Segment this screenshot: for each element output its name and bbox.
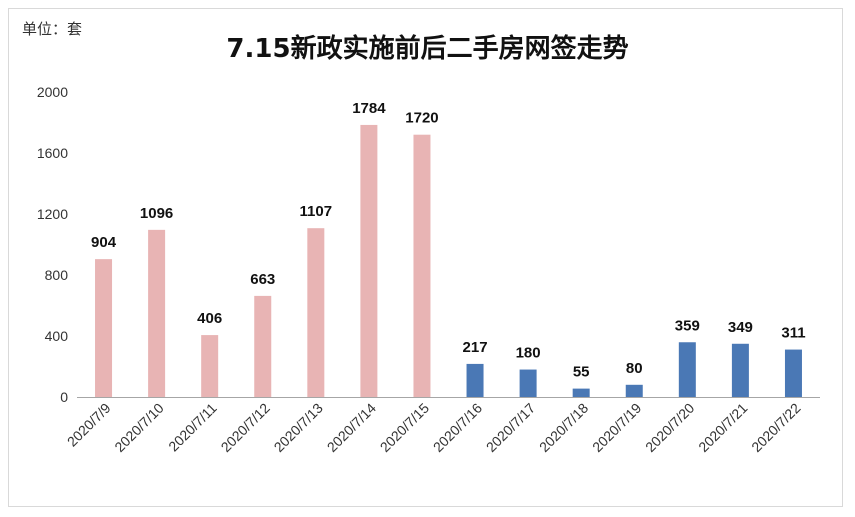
- bar: [572, 388, 590, 397]
- data-label: 55: [573, 364, 590, 381]
- bar: [148, 229, 166, 397]
- y-tick-label: 1600: [37, 145, 68, 161]
- x-tick-label: 2020/7/21: [695, 400, 751, 456]
- data-label: 311: [781, 325, 805, 342]
- bar: [678, 342, 696, 397]
- data-label: 663: [250, 271, 275, 288]
- y-tick-label: 800: [45, 267, 69, 283]
- data-label: 217: [463, 339, 488, 356]
- chart-title: 7.15新政实施前后二手房网签走势: [226, 34, 629, 64]
- x-tick-label: 2020/7/10: [111, 400, 167, 456]
- data-label: 1784: [352, 100, 386, 117]
- data-label: 80: [626, 360, 643, 377]
- x-tick-label: 2020/7/15: [377, 400, 433, 456]
- bar: [784, 349, 802, 397]
- x-tick-label: 2020/7/16: [430, 400, 486, 456]
- data-label: 1720: [405, 110, 438, 127]
- bar: [201, 335, 219, 397]
- data-label: 406: [197, 310, 222, 327]
- x-tick-label: 2020/7/18: [536, 400, 592, 456]
- data-label: 1107: [300, 203, 333, 220]
- bar: [519, 369, 537, 397]
- x-tick-label: 2020/7/13: [271, 400, 327, 456]
- data-label: 1096: [140, 205, 173, 222]
- y-tick-label: 0: [60, 389, 68, 405]
- bar: [466, 363, 484, 397]
- y-tick-label: 400: [45, 328, 69, 344]
- x-tick-label: 2020/7/19: [589, 400, 645, 456]
- x-tick-label: 2020/7/14: [324, 400, 380, 456]
- y-tick-label: 1200: [37, 206, 68, 222]
- bar: [307, 228, 325, 397]
- data-label: 359: [675, 317, 700, 334]
- x-tick-label: 2020/7/9: [64, 400, 114, 450]
- data-label: 904: [91, 234, 117, 251]
- x-tick-label: 2020/7/22: [748, 400, 804, 456]
- bar: [254, 295, 272, 397]
- y-tick-label: 2000: [37, 84, 68, 100]
- bar: [95, 259, 113, 397]
- data-label: 349: [728, 319, 753, 336]
- x-tick-label: 2020/7/12: [218, 400, 274, 456]
- bar: [731, 343, 749, 397]
- bar: [413, 134, 431, 397]
- bar: [625, 384, 643, 397]
- bar: [360, 124, 378, 397]
- x-tick-label: 2020/7/17: [483, 400, 539, 456]
- x-tick-label: 2020/7/20: [642, 400, 698, 456]
- unit-label: 单位：套: [22, 20, 83, 38]
- data-label: 180: [516, 345, 541, 362]
- x-tick-label: 2020/7/11: [165, 400, 220, 455]
